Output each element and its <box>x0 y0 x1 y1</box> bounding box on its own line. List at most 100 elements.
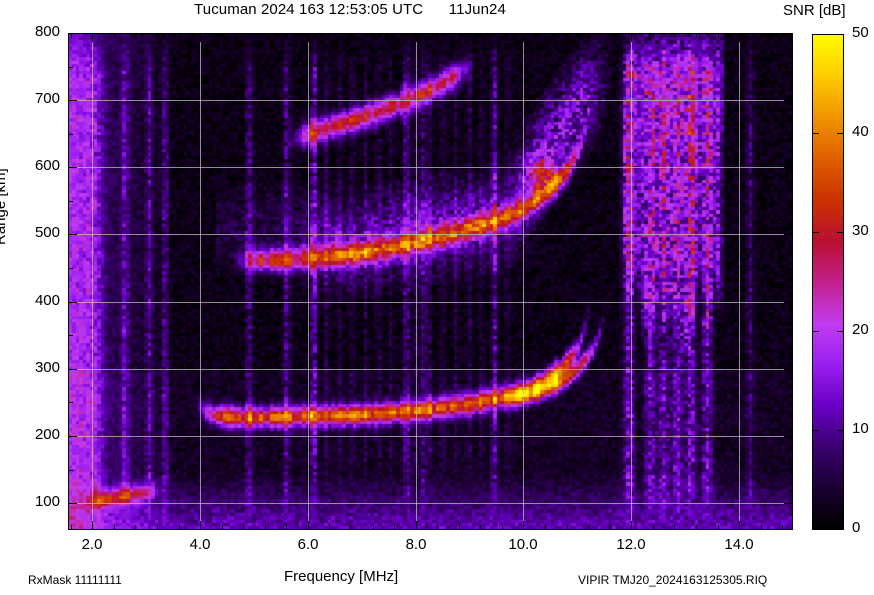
y-axis-minor-tick <box>68 470 73 471</box>
y-axis-minor-tick <box>68 134 73 135</box>
x-axis-minor-tick <box>71 525 72 530</box>
x-axis-minor-tick <box>761 33 762 38</box>
y-axis-tick <box>68 369 77 370</box>
x-axis-title: Frequency [MHz] <box>284 568 399 585</box>
y-axis-minor-tick <box>68 67 73 68</box>
y-axis-tick <box>68 100 77 101</box>
x-axis-tick <box>92 521 93 530</box>
x-axis-minor-tick <box>588 525 589 530</box>
x-axis-tick-label: 8.0 <box>405 536 427 553</box>
y-axis-minor-tick <box>788 470 793 471</box>
x-axis-minor-tick <box>373 33 374 38</box>
source-file-label: VIPIR TMJ20_2024163125305.RIQ <box>578 573 768 587</box>
rxmask-label: RxMask 11111111 <box>28 573 122 587</box>
x-axis-tick <box>200 521 201 530</box>
y-axis-tick-label: 800 <box>34 23 60 40</box>
x-axis-minor-tick <box>696 33 697 38</box>
y-axis-tick <box>68 33 77 34</box>
ionogram-spectrogram <box>68 33 793 530</box>
x-axis-tick <box>308 33 309 42</box>
x-axis-minor-tick <box>588 33 589 38</box>
x-axis-minor-tick <box>286 33 287 38</box>
x-axis-tick <box>631 33 632 42</box>
y-axis-minor-tick <box>788 134 793 135</box>
plot-area <box>68 33 793 530</box>
x-axis-minor-tick <box>114 525 115 530</box>
y-axis-minor-tick <box>68 201 73 202</box>
x-axis-minor-tick <box>394 33 395 38</box>
x-axis-minor-tick <box>179 525 180 530</box>
x-axis-minor-tick <box>114 33 115 38</box>
colorbar-tick-label: 10 <box>852 420 869 437</box>
x-axis-minor-tick <box>351 33 352 38</box>
y-axis-tick-label: 700 <box>34 90 60 107</box>
x-axis-tick-label: 14.0 <box>724 536 754 553</box>
y-axis-minor-tick <box>788 201 793 202</box>
gridline-vertical <box>631 33 632 530</box>
x-axis-minor-tick <box>329 33 330 38</box>
x-axis-minor-tick <box>782 33 783 38</box>
y-axis-tick <box>784 33 793 34</box>
y-axis-minor-tick <box>788 335 793 336</box>
colorbar-frame <box>812 34 844 530</box>
x-axis-minor-tick <box>157 33 158 38</box>
x-axis-minor-tick <box>480 525 481 530</box>
x-axis-minor-tick <box>265 33 266 38</box>
y-axis-tick <box>68 167 77 168</box>
x-axis-minor-tick <box>718 33 719 38</box>
gridline-horizontal <box>68 302 793 303</box>
y-axis-minor-tick <box>788 402 793 403</box>
x-axis-minor-tick <box>222 33 223 38</box>
figure-title: Tucuman 2024 163 12:53:05 UTC 11Jun24 <box>194 1 506 18</box>
x-axis-minor-tick <box>610 525 611 530</box>
x-axis-minor-tick <box>135 33 136 38</box>
y-axis-tick-label: 500 <box>34 224 60 241</box>
x-axis-minor-tick <box>71 33 72 38</box>
x-axis-minor-tick <box>394 525 395 530</box>
x-axis-minor-tick <box>243 525 244 530</box>
x-axis-tick <box>523 521 524 530</box>
x-axis-minor-tick <box>437 33 438 38</box>
gridline-vertical <box>200 33 201 530</box>
x-axis-minor-tick <box>265 525 266 530</box>
colorbar-tick-label: 40 <box>852 123 869 140</box>
x-axis-minor-tick <box>718 525 719 530</box>
x-axis-tick <box>523 33 524 42</box>
gridline-vertical <box>739 33 740 530</box>
x-axis-minor-tick <box>459 33 460 38</box>
x-axis-minor-tick <box>502 525 503 530</box>
x-axis-minor-tick <box>329 525 330 530</box>
y-axis-tick <box>68 503 77 504</box>
x-axis-minor-tick <box>157 525 158 530</box>
y-axis-tick-label: 400 <box>34 292 60 309</box>
colorbar-tick-label: 30 <box>852 222 869 239</box>
x-axis-tick <box>308 521 309 530</box>
colorbar-tick <box>837 430 844 431</box>
colorbar-tick <box>837 232 844 233</box>
x-axis-tick-label: 10.0 <box>508 536 538 553</box>
x-axis-minor-tick <box>545 33 546 38</box>
x-axis-minor-tick <box>653 33 654 38</box>
x-axis-minor-tick <box>653 525 654 530</box>
gridline-vertical <box>308 33 309 530</box>
x-axis-tick <box>416 521 417 530</box>
x-axis-minor-tick <box>696 525 697 530</box>
x-axis-minor-tick <box>286 525 287 530</box>
x-axis-minor-tick <box>761 525 762 530</box>
x-axis-tick <box>200 33 201 42</box>
y-axis-tick-label: 600 <box>34 157 60 174</box>
y-axis-tick <box>68 436 77 437</box>
x-axis-minor-tick <box>373 525 374 530</box>
y-axis-tick-label: 300 <box>34 359 60 376</box>
x-axis-tick <box>739 521 740 530</box>
y-axis-tick <box>784 234 793 235</box>
x-axis-minor-tick <box>674 525 675 530</box>
x-axis-tick <box>739 33 740 42</box>
y-axis-tick <box>784 167 793 168</box>
x-axis-minor-tick <box>459 525 460 530</box>
y-axis-minor-tick <box>68 268 73 269</box>
y-axis-title: Range [km] <box>0 168 9 245</box>
x-axis-minor-tick <box>610 33 611 38</box>
y-axis-tick <box>68 302 77 303</box>
